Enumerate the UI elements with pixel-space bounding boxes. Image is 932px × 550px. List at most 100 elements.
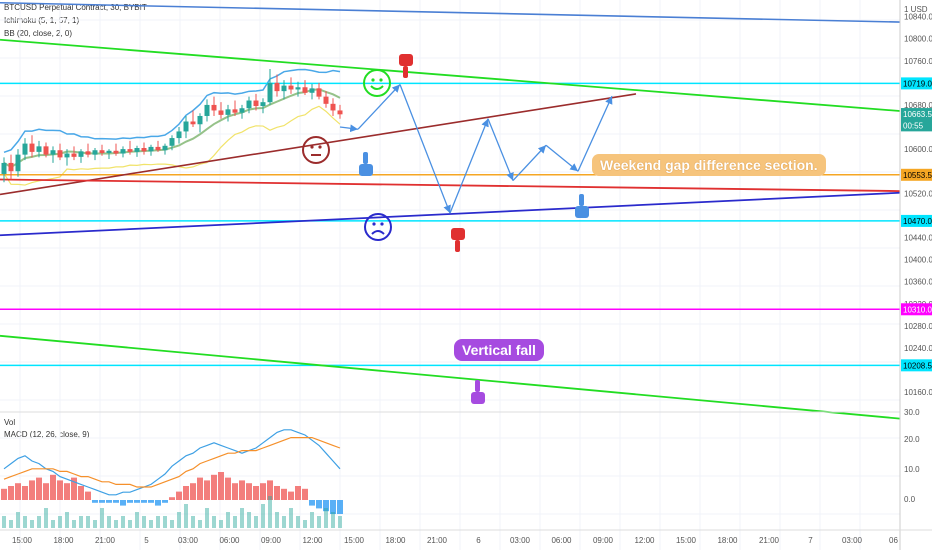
macd-histogram-bar [50,474,56,500]
neutral-face-icon-eye-right [318,145,322,149]
volume-bar [37,516,41,528]
volume-bar [324,508,328,528]
volume-bar [30,520,34,528]
annotation-icons [302,54,589,404]
candle-body [15,154,21,172]
neutral-face-icon-eye-left [310,145,314,149]
candle-body [267,82,273,103]
time-tick-label: 18:00 [53,536,74,545]
macd-histogram-bar [106,500,112,503]
macd-histogram-bar [1,488,7,500]
happy-face-icon-eye-left [371,78,375,82]
price-tick-label: 10840.0 [904,13,932,22]
candle-body [246,100,252,109]
price-tick-label: 10360.0 [904,278,932,287]
macd-line [3,429,341,496]
candle-body [43,146,49,155]
candle-body [120,149,126,154]
volume-bar [226,512,230,528]
price-tick-label: 10160.0 [904,388,932,397]
macd-histogram-bar [29,480,35,500]
signal-line [3,437,341,488]
candle-body [302,87,308,93]
time-tick-label: 18:00 [717,536,738,545]
bb-upper [3,68,341,154]
candle-body [148,146,154,152]
price-tag: 10663.5 [903,110,932,119]
projection-arrow [487,118,514,181]
pointing-up-hand-icon-3-finger [475,380,480,392]
pointing-up-hand-icon-palm [359,164,373,176]
volume-bar [100,508,104,528]
sad-face-icon-outline [364,213,392,241]
candle-body [36,146,42,152]
sad-face-icon [364,213,392,241]
macd-tick-label: 20.0 [904,435,920,444]
volume-bar [205,508,209,528]
candle-body [1,162,7,174]
candle-body [183,121,189,132]
candle-body [106,150,112,153]
projection-arrow [512,144,547,182]
volume-bar [9,520,13,528]
candle-body [8,162,14,172]
macd-histogram-bar [22,486,28,500]
price-tag: 00:55 [903,121,924,130]
pointing-up-hand-icon-2-finger [579,194,584,206]
price-tag-bg [901,119,932,132]
time-tick-label: 12:00 [302,536,323,545]
volume-bar [282,516,286,528]
macd-histogram-bar [85,491,91,500]
volume-bar [86,516,90,528]
time-tick-label: 7 [808,536,813,545]
macd-histogram-bar [92,500,98,503]
macd-histogram-bar [8,486,14,500]
candle-body [92,150,98,155]
volume-bar [114,520,118,528]
candle-body [190,121,196,125]
volume-bar [121,516,125,528]
volume-bar [135,512,139,528]
volume-bar [275,512,279,528]
price-tick-label: 10800.0 [904,35,932,44]
pointing-down-hand-icon-2-finger [455,240,460,252]
price-tag-bg [901,108,932,121]
brown-trend-line [0,93,637,196]
candle-body [22,143,28,155]
happy-face-icon [363,69,391,97]
candle-body [169,138,175,146]
volume-bar [212,516,216,528]
macd-histogram-bar [71,477,77,500]
candle-body [316,88,322,97]
volume-bar [331,512,335,528]
macd-tick-label: 10.0 [904,465,920,474]
price-tag: 10470.0 [903,217,932,226]
price-tick-label: 10280.0 [904,322,932,331]
volume-bar [317,516,321,528]
macd-histogram-bar [281,488,287,500]
time-tick-label: 09:00 [261,536,282,545]
volume-bar [163,516,167,528]
macd-volume-pane [0,411,932,528]
candle-body [225,109,231,115]
candle-body [337,110,343,115]
macd-histogram-bar [288,491,294,500]
candle-body [239,108,245,113]
macd-histogram-bar [309,500,315,506]
price-unit-label: 1 USD [904,5,928,14]
price-tag-bg [901,168,932,181]
candle-body [71,153,77,157]
weekend-gap-text: Weekend gap difference section. [600,157,818,173]
pointing-up-hand-icon-3-palm [471,392,485,404]
macd-histogram-bar [36,477,42,500]
navy-rising-line [0,191,901,237]
price-tag-bg [901,214,932,227]
macd-histogram-bar [183,486,189,500]
time-tick-label: 12:00 [634,536,655,545]
price-tag: 10719.0 [903,79,932,88]
macd-histogram-bar [169,497,175,500]
red-support-line [0,178,901,192]
macd-histogram-bar [253,486,259,500]
projection-arrow [399,84,451,214]
